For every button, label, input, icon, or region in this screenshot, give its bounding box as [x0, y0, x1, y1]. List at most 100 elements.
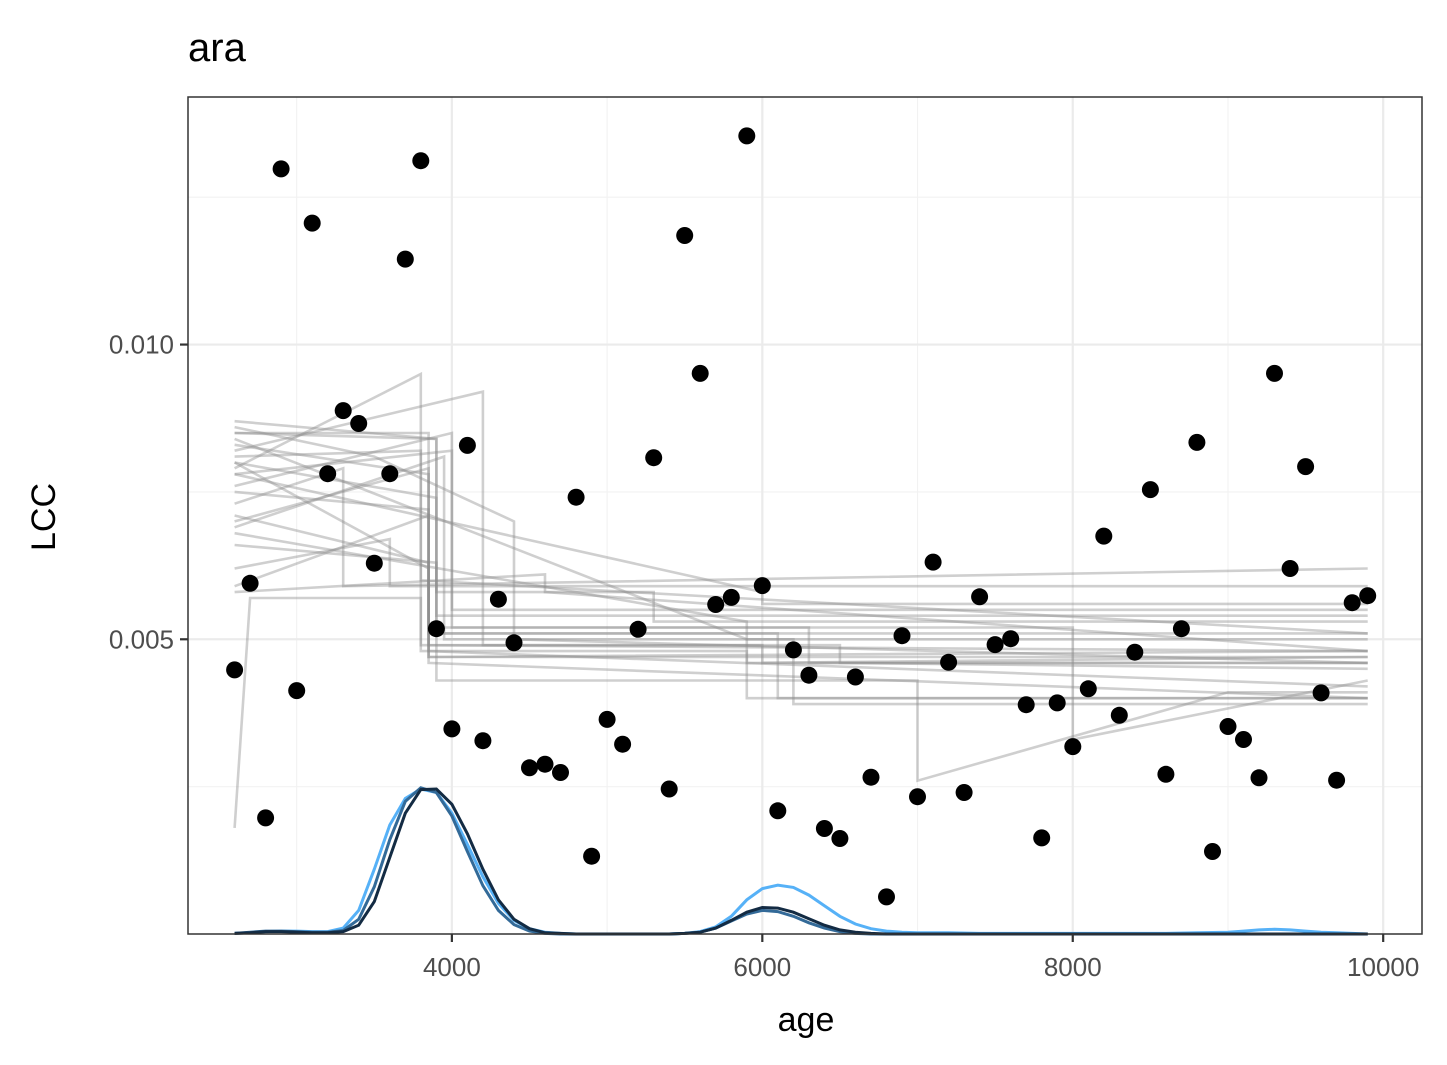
data-point [738, 127, 756, 145]
grid-major [188, 97, 1422, 934]
data-point [1188, 433, 1206, 451]
step-line [234, 490, 1368, 653]
x-tick-label: 8000 [1044, 952, 1102, 982]
data-point [1017, 696, 1035, 714]
step-line [234, 431, 1368, 700]
data-point [924, 553, 942, 571]
data-point [319, 465, 337, 483]
x-axis: 4000 6000 8000 10000 [423, 934, 1419, 982]
step-line [234, 443, 1368, 688]
data-point [800, 666, 818, 684]
step-line [234, 543, 1368, 618]
data-point [1126, 643, 1144, 661]
data-point [1359, 587, 1377, 605]
y-tick-label: 0.005 [109, 624, 174, 654]
data-point [303, 214, 321, 232]
data-point [878, 888, 895, 906]
data-point [1204, 843, 1221, 860]
step-line [234, 449, 1368, 612]
data-point [583, 847, 601, 865]
y-tick-label: 0.010 [109, 330, 174, 360]
step-line [234, 513, 1368, 700]
data-point [1281, 560, 1299, 577]
data-point [536, 755, 554, 773]
data-points [226, 127, 1377, 906]
step-line [234, 514, 1368, 659]
data-point [412, 152, 430, 170]
data-point [614, 735, 632, 753]
data-point [1172, 620, 1190, 638]
data-point [1250, 769, 1268, 787]
data-point [365, 554, 383, 572]
panel-background [188, 97, 1422, 934]
data-point [1328, 771, 1346, 789]
data-point [521, 759, 538, 777]
data-point [257, 809, 275, 827]
step-line [234, 431, 1368, 659]
x-tick-label: 4000 [423, 952, 481, 982]
step-line [234, 573, 1368, 653]
data-point [629, 620, 647, 638]
data-point [350, 415, 368, 432]
data-point [1079, 680, 1097, 698]
data-point [567, 488, 585, 506]
data-point [893, 627, 911, 645]
data-point [1048, 694, 1066, 712]
step-line [233, 596, 1368, 828]
data-point [691, 364, 709, 382]
step-line [234, 449, 1368, 635]
data-point [645, 449, 663, 467]
data-point [598, 710, 616, 728]
x-axis-label: age [778, 1001, 835, 1039]
panel-border [187, 96, 1423, 935]
data-point [753, 577, 771, 595]
data-point [443, 720, 461, 738]
data-point [1266, 364, 1283, 382]
data-point [676, 227, 694, 244]
x-tick-label: 6000 [733, 952, 791, 982]
data-point [396, 250, 414, 268]
data-point [241, 574, 259, 592]
step-line [234, 537, 1368, 588]
data-point [660, 780, 678, 798]
data-point [1297, 458, 1315, 476]
data-point [458, 436, 476, 454]
step-line [234, 371, 1368, 665]
data-point [955, 784, 973, 801]
data-point [1312, 684, 1330, 702]
data-point [971, 588, 989, 606]
data-point [831, 830, 849, 847]
data-point [552, 764, 569, 781]
data-point [288, 682, 306, 700]
data-point [986, 636, 1004, 654]
data-point [909, 788, 926, 806]
data-point [272, 160, 290, 178]
data-point [1002, 630, 1020, 648]
step-line [234, 472, 1368, 606]
grid-minor [188, 97, 1422, 934]
data-point [722, 588, 740, 606]
plot-area [187, 96, 1423, 936]
data-point [815, 820, 833, 837]
data-point [489, 590, 507, 608]
data-point [769, 802, 787, 820]
step-line [234, 461, 1368, 623]
data-point [505, 634, 523, 652]
data-point [381, 465, 399, 483]
data-point [334, 402, 352, 420]
data-point [1219, 718, 1237, 735]
data-point [1141, 481, 1159, 499]
data-point [940, 653, 958, 671]
chart-title: ara [188, 26, 247, 70]
y-axis: 0.005 0.010 [109, 330, 188, 654]
data-point [427, 620, 445, 638]
data-point [862, 768, 880, 786]
data-point [1064, 738, 1082, 756]
data-point [784, 641, 802, 659]
data-point [474, 732, 492, 750]
x-tick-label: 10000 [1347, 952, 1419, 982]
step-line [234, 419, 1368, 783]
data-point [1343, 594, 1361, 612]
step-line [234, 466, 1368, 588]
